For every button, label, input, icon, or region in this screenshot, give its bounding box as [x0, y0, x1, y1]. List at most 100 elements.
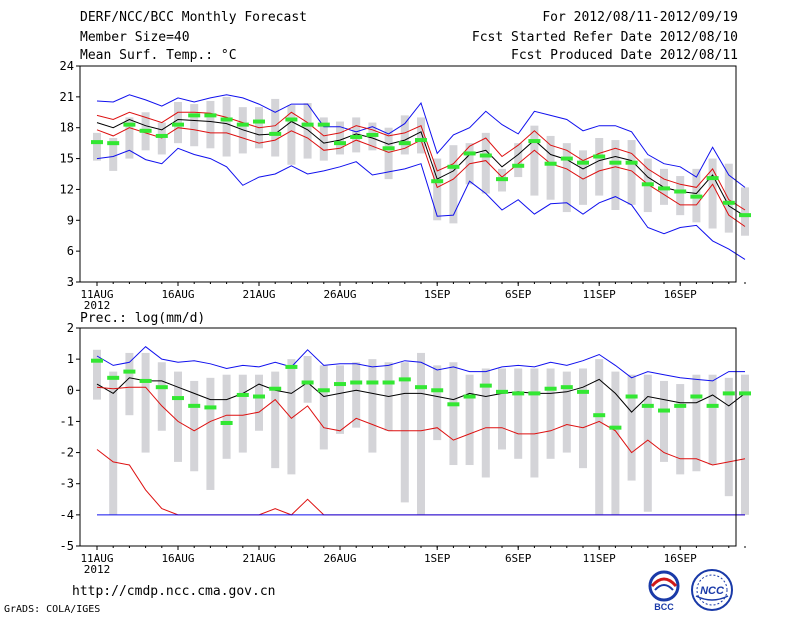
- temp-xtick-label: 1SEP: [424, 288, 451, 301]
- prec-spread-bar: [433, 365, 442, 441]
- prec-xtick-label: 16SEP: [664, 552, 697, 565]
- prec-marker: [609, 425, 622, 430]
- footer-url[interactable]: http://cmdp.ncc.cma.gov.cn: [72, 584, 276, 599]
- temp-marker: [253, 119, 265, 124]
- temp-spread-bar: [222, 96, 231, 157]
- prec-spread-bar: [417, 352, 425, 515]
- bcc-logo: BCC: [648, 570, 680, 612]
- temp-marker: [690, 194, 703, 199]
- temp-marker: [350, 134, 363, 139]
- prec-marker: [269, 386, 282, 391]
- temp-spread-bar: [433, 158, 442, 221]
- prec-marker: [317, 388, 330, 393]
- temp-spread-bar: [271, 98, 280, 157]
- prec-spread-bar: [319, 365, 328, 450]
- prec-marker: [722, 391, 735, 396]
- prec-line-max: [96, 346, 745, 382]
- prec-spread-bar: [141, 352, 150, 453]
- prec-spread-bar: [400, 362, 409, 503]
- prec-marker: [204, 405, 217, 410]
- prec-ytick-label: 0: [67, 383, 74, 397]
- temp-marker: [609, 160, 622, 165]
- prec-marker: [91, 358, 103, 363]
- prec-spread-bar: [336, 365, 344, 434]
- prec-spread-bar: [676, 384, 685, 475]
- prec-spread-bar: [238, 374, 247, 453]
- prec-spread-bar: [579, 368, 587, 469]
- temp-spread-bar: [384, 127, 393, 180]
- temp-spread-bar: [109, 138, 118, 171]
- temp-marker: [479, 153, 492, 158]
- prec-spread-bar: [287, 359, 296, 475]
- prec-frame: [79, 327, 737, 547]
- prec-spread-bar: [93, 349, 101, 400]
- temp-spread-bar: [579, 150, 587, 205]
- temp-spread-bar: [174, 102, 182, 144]
- temp-xtick-year: 2012: [84, 299, 111, 312]
- prec-spread-bar: [611, 371, 620, 515]
- temp-ytick-label: 24: [60, 59, 74, 73]
- prec-xtick-year: 2012: [84, 563, 111, 576]
- prec-spread-bar: [724, 377, 733, 497]
- temp-marker: [528, 139, 541, 144]
- prec-marker: [107, 375, 120, 380]
- temp-marker: [447, 164, 460, 169]
- prec-spread-bar: [627, 374, 636, 481]
- temp-marker: [544, 161, 557, 166]
- prec-spread-bar: [368, 359, 377, 453]
- bcc-logo-text: BCC: [654, 602, 674, 612]
- temp-ytick-label: 9: [67, 213, 74, 227]
- temp-spread-bar: [741, 187, 749, 236]
- temp-spread-bar: [93, 132, 101, 161]
- prec-spread-bar: [125, 352, 134, 416]
- prec-marker: [253, 394, 265, 399]
- temp-spread-bar: [514, 143, 523, 178]
- temp-marker: [593, 154, 606, 159]
- temp-marker: [398, 141, 411, 146]
- temp-spread-bar: [417, 117, 425, 154]
- temp-marker: [155, 133, 168, 138]
- prec-ytick-label: -4: [60, 508, 74, 522]
- ncc-logo-text: NCC: [700, 585, 725, 597]
- prec-marker: [431, 388, 444, 393]
- temp-marker: [204, 113, 217, 118]
- prec-marker: [415, 385, 427, 390]
- temp-ytick-label: 15: [60, 152, 74, 166]
- temp-spread-bar: [319, 117, 328, 161]
- prec-marker: [641, 403, 654, 408]
- prec-marker: [334, 382, 346, 387]
- temp-xtick-label: 11SEP: [583, 288, 616, 301]
- prec-marker: [560, 385, 573, 390]
- prec-spread-bar: [741, 374, 749, 515]
- temp-marker: [301, 122, 314, 127]
- prec-spread-bar: [190, 380, 199, 472]
- temp-ytick-label: 6: [67, 244, 74, 258]
- prec-spread-bar: [595, 359, 604, 515]
- temp-marker: [496, 177, 508, 182]
- prec-marker: [479, 383, 492, 388]
- prec-spread-bar: [692, 374, 701, 472]
- prec-xtick-label: 11SEP: [583, 552, 616, 565]
- temp-marker: [641, 182, 654, 187]
- temp-xtick-label: 26AUG: [323, 288, 356, 301]
- prec-spread-bar: [660, 380, 668, 462]
- temp-spread-bar: [303, 103, 312, 159]
- temp-marker: [220, 117, 233, 122]
- temp-ytick-label: 12: [60, 182, 74, 196]
- temp-line-mean: [96, 118, 746, 217]
- temp-spread-bar: [595, 138, 604, 196]
- temp-marker: [577, 160, 589, 165]
- temp-ytick-label: 21: [60, 90, 74, 104]
- prec-marker: [658, 408, 670, 413]
- prec-marker: [625, 394, 638, 399]
- prec-marker: [447, 402, 460, 407]
- temp-marker: [706, 176, 719, 181]
- prec-xtick-label: 1SEP: [424, 552, 451, 565]
- prec-marker: [577, 389, 589, 394]
- prec-spread-bar: [708, 374, 717, 466]
- prec-marker: [496, 389, 508, 394]
- prec-spread-bar: [465, 374, 474, 466]
- temp-xtick-label: 21AUG: [242, 288, 275, 301]
- prec-marker: [188, 403, 201, 408]
- temp-spread-bar: [352, 117, 361, 153]
